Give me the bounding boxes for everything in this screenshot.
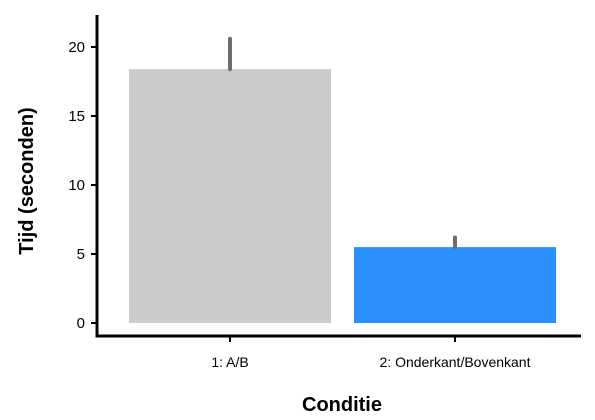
y-tick-label: 10 xyxy=(68,177,85,194)
y-axis-title: Tijd (seconden) xyxy=(16,107,38,254)
y-tick-label: 0 xyxy=(77,315,85,332)
bar xyxy=(129,69,331,323)
y-ticks: 0 5 10 15 20 xyxy=(68,39,97,332)
y-tick-label: 5 xyxy=(77,246,85,263)
bars xyxy=(129,69,556,323)
x-category-label: 1: A/B xyxy=(211,354,248,370)
y-tick-label: 20 xyxy=(68,39,85,56)
axes xyxy=(95,15,581,338)
x-categories: 1: A/B 2: Onderkant/Bovenkant xyxy=(211,336,531,370)
error-bars xyxy=(228,36,457,250)
y-tick-label: 15 xyxy=(68,108,85,125)
x-category-label: 2: Onderkant/Bovenkant xyxy=(380,354,531,370)
bar xyxy=(354,247,556,323)
x-axis-title: Conditie xyxy=(302,394,382,416)
